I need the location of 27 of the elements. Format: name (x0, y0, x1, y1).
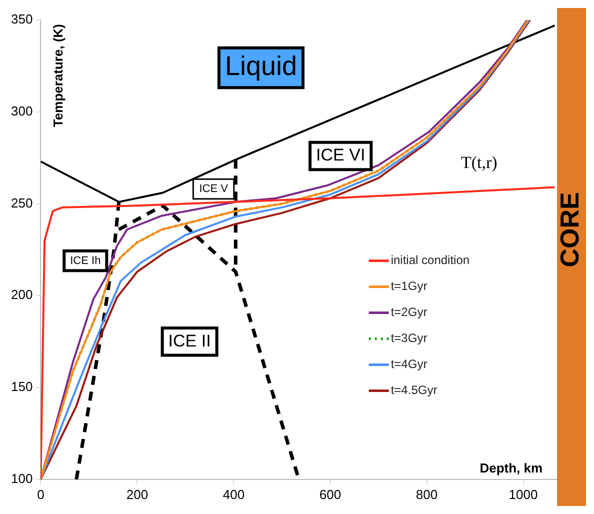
annotation: T(t,r) (460, 152, 498, 172)
x-axis-title: Depth, km (480, 460, 543, 476)
legend-label: initial condition (390, 253, 470, 268)
legend-label: t=3Gyr (390, 331, 428, 346)
y-tick-label: 250 (10, 195, 33, 210)
legend-label: t=2Gyr (390, 305, 428, 320)
annotation: ICE Ih (70, 254, 101, 267)
annotation: ICE V (199, 183, 229, 196)
x-tick-label: 0 (37, 486, 44, 502)
y-tick-label: 300 (10, 103, 33, 118)
y-axis-title: Temperature, (K) (50, 24, 66, 128)
annotation: Liquid (224, 51, 298, 82)
x-tick-label: 200 (126, 486, 148, 502)
band-label: CORE (554, 192, 585, 268)
y-tick-label: 350 (10, 12, 33, 27)
annotation: ICE VI (316, 146, 366, 165)
legend-label: t=1Gyr (390, 279, 428, 294)
x-tick-label: 400 (222, 486, 245, 502)
y-tick-label: 150 (10, 379, 33, 394)
x-tick-label: 600 (319, 486, 342, 502)
y-tick-label: 100 (10, 470, 33, 486)
x-tick-label: 800 (416, 486, 438, 502)
legend-label: t=4Gyr (390, 357, 428, 372)
y-tick-label: 200 (10, 287, 33, 302)
legend-label: t=4.5Gyr (390, 383, 438, 398)
x-tick-label: 1000 (508, 486, 538, 502)
annotation: ICE II (168, 331, 211, 350)
